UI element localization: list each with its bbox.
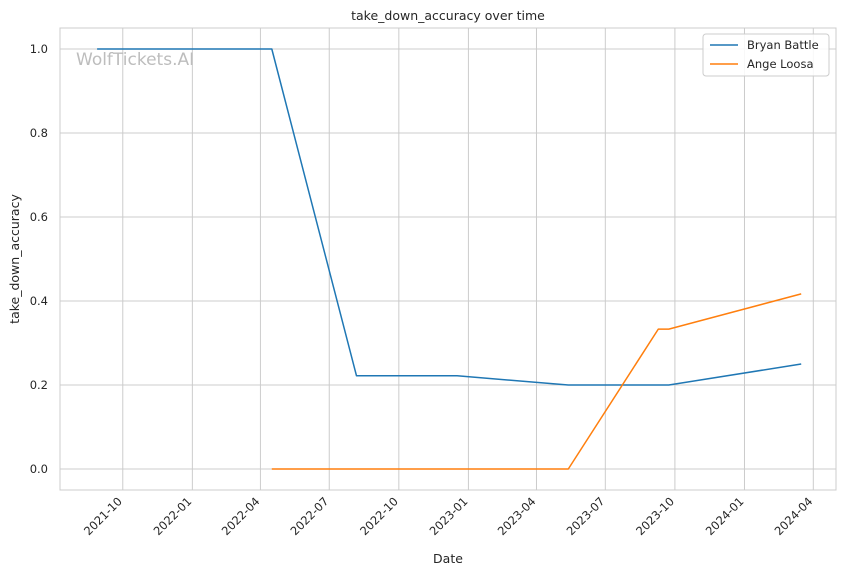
- chart-title: take_down_accuracy over time: [351, 8, 545, 23]
- legend-label-bryan-battle: Bryan Battle: [747, 38, 819, 52]
- y-axis-title: take_down_accuracy: [7, 194, 22, 324]
- plot-frame: [59, 27, 837, 491]
- y-tick-label: 1.0: [30, 42, 48, 56]
- y-tick-label: 0.8: [30, 126, 48, 140]
- y-tick-label: 0.2: [30, 378, 48, 392]
- x-axis-title: Date: [433, 551, 463, 566]
- y-tick-label: 0.0: [30, 462, 48, 476]
- legend: Bryan Battle Ange Loosa: [702, 33, 830, 77]
- series-layer: [97, 48, 802, 470]
- y-tick-labels: 0.0 0.2 0.4 0.6 0.8 1.0: [30, 42, 48, 476]
- y-tick-label: 0.6: [30, 210, 48, 224]
- series-line-bryan-battle: [97, 48, 802, 386]
- y-tick-label: 0.4: [30, 294, 48, 308]
- watermark: WolfTickets.AI: [76, 50, 194, 70]
- legend-label-ange-loosa: Ange Loosa: [747, 57, 814, 71]
- series-line-ange-loosa: [271, 293, 802, 470]
